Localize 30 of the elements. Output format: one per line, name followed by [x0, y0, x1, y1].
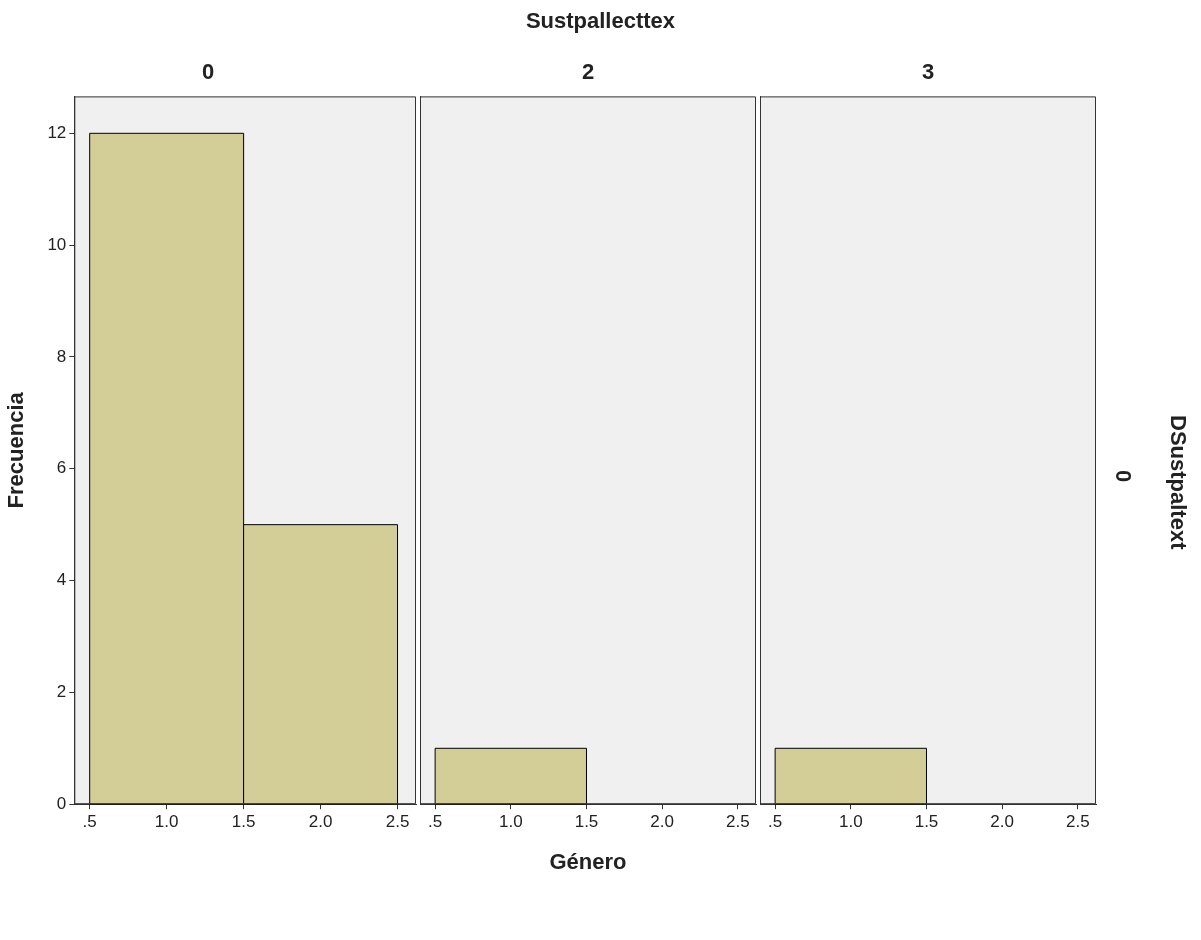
- y2-axis-title: DSustpaltext: [1165, 415, 1191, 550]
- x-tick-label: 2.0: [990, 812, 1014, 832]
- y-tick-label: 0: [56, 793, 67, 813]
- x-tick-label: 1.5: [914, 812, 939, 832]
- x-tick-label: 1.0: [838, 812, 863, 832]
- chart-title: 0: [201, 59, 215, 85]
- x-tick-label: 1.5: [574, 812, 599, 832]
- x-tick-label: 1.0: [154, 812, 179, 832]
- x-axis-title: Género: [549, 848, 627, 874]
- y-tick-label: 6: [56, 458, 67, 478]
- text: 0: [1110, 470, 1136, 483]
- y-axis-title: Frecuencia: [3, 391, 29, 509]
- y-tick-label: 2: [56, 682, 67, 702]
- x-tick-label: 2.5: [1066, 812, 1090, 832]
- x-tick-label: .5: [428, 812, 443, 832]
- text: Sustpallecttex: [524, 8, 677, 34]
- chart-title: 2: [581, 59, 595, 85]
- y-tick-label: 8: [56, 346, 67, 366]
- x-tick-label: .5: [82, 812, 97, 832]
- x-tick-label: 2.0: [308, 812, 333, 832]
- y-tick-label: 10: [47, 234, 67, 254]
- x-tick-label: 1.5: [231, 812, 256, 832]
- y-tick-label: 4: [56, 570, 67, 590]
- x-tick-label: 1.0: [498, 812, 523, 832]
- x-tick-label: .5: [768, 812, 783, 832]
- x-tick-label: 2.5: [726, 812, 750, 832]
- x-tick-label: 2.0: [650, 812, 674, 832]
- chart-title: 3: [921, 59, 935, 85]
- y-tick-label: 12: [47, 122, 67, 142]
- x-tick-label: 2.5: [385, 812, 410, 832]
